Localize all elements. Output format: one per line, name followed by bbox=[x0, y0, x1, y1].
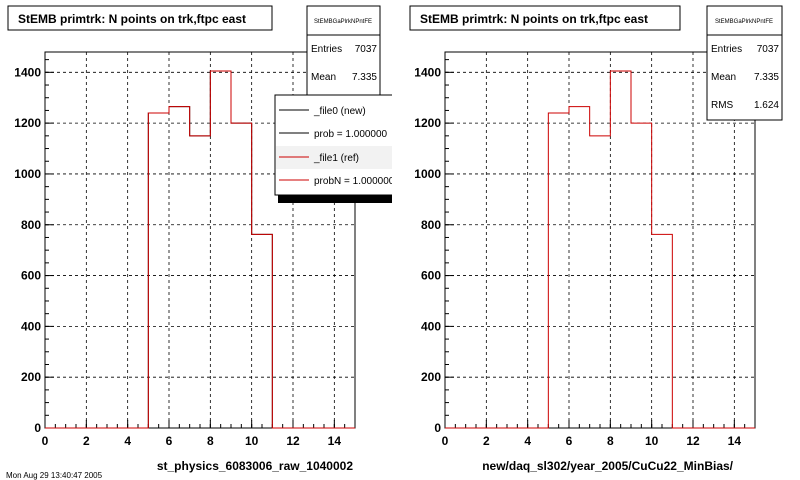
right-series-0-bin-5 bbox=[548, 113, 569, 428]
right-xtick-label: 10 bbox=[645, 434, 659, 448]
right-title: StEMB primtrk: N points on trk,ftpc east bbox=[420, 12, 648, 26]
left-series-1-bin-5 bbox=[148, 113, 169, 428]
right-histogram-marks bbox=[445, 70, 755, 429]
legend-label-prob: prob = 1.000000 bbox=[314, 129, 388, 140]
left-histogram-pad: 0 2 4 6 8 10 12 14 0 200 400 600 800 1000 1200 1400 StE… bbox=[7, 5, 395, 473]
right-ytick-label: 1200 bbox=[414, 116, 441, 130]
right-histogram-pad: 0 2 4 6 8 10 12 14 0 200 400 600 800 1000 1200 1400 StE… bbox=[409, 5, 783, 473]
left-ytick-label: 1200 bbox=[14, 116, 41, 130]
left-legend: _file0 (new) prob = 1.000000 _file1 (ref… bbox=[274, 94, 395, 203]
right-ytick-label: 0 bbox=[434, 421, 441, 435]
left-series-1-bin-8 bbox=[210, 71, 231, 428]
right-series-0-bin-7 bbox=[590, 136, 611, 428]
right-ytick-label: 800 bbox=[421, 218, 441, 232]
right-ytick-label: 1000 bbox=[414, 167, 441, 181]
right-ytick-label: 1400 bbox=[414, 65, 441, 79]
left-series-0-bin-9 bbox=[231, 123, 252, 428]
right-series-0-outline bbox=[445, 70, 755, 429]
left-series-1-outline bbox=[45, 70, 355, 429]
left-stats-entries-label: Entries bbox=[311, 44, 342, 55]
right-stats-rms-label: RMS bbox=[711, 100, 734, 111]
left-xtick-label: 12 bbox=[286, 434, 300, 448]
right-xtick-label: 12 bbox=[686, 434, 700, 448]
left-xlabel: st_physics_6083006_raw_1040002 bbox=[157, 459, 353, 473]
left-xtick-label: 2 bbox=[83, 434, 90, 448]
left-xtick-label: 4 bbox=[124, 434, 131, 448]
right-stats-mean: 7.335 bbox=[754, 72, 779, 83]
right-ytick-label: 600 bbox=[421, 269, 441, 283]
left-ytick-label: 400 bbox=[21, 319, 41, 333]
right-stats-entries: 7037 bbox=[757, 44, 780, 55]
left-series-0-bin-6 bbox=[169, 107, 190, 428]
left-xtick-label: 14 bbox=[328, 434, 342, 448]
right-stats-rms: 1.624 bbox=[754, 100, 779, 111]
right-ytick-label: 400 bbox=[421, 319, 441, 333]
left-series-1-bin-6 bbox=[169, 107, 190, 428]
right-xtick-label: 14 bbox=[728, 434, 742, 448]
left-series-1-bin-10 bbox=[252, 234, 273, 428]
right-xtick-label: 8 bbox=[607, 434, 614, 448]
right-series-0-bin-8 bbox=[610, 71, 631, 428]
left-ytick-label: 200 bbox=[21, 370, 41, 384]
right-xlabel: new/daq_sl302/year_2005/CuCu22_MinBias/ bbox=[482, 459, 733, 473]
left-series-1-bin-7 bbox=[190, 136, 211, 428]
legend-label-probn: probN = 1.000000 bbox=[314, 176, 395, 187]
left-series-0-bin-7 bbox=[190, 136, 211, 428]
right-series-0-bin-6 bbox=[569, 107, 590, 428]
left-series-0-bin-8 bbox=[210, 71, 231, 428]
left-stats-mean: 7.335 bbox=[352, 72, 377, 83]
left-series-0-bin-10 bbox=[252, 234, 273, 428]
left-axis-ticks: 0 2 4 6 8 10 12 14 0 200 400 600 800 1000 1200 1400 bbox=[14, 59, 356, 448]
left-xtick-label: 6 bbox=[166, 434, 173, 448]
right-stats-entries-label: Entries bbox=[711, 44, 742, 55]
right-series-0-bin-9 bbox=[631, 123, 652, 428]
left-ytick-label: 600 bbox=[21, 269, 41, 283]
right-xtick-label: 0 bbox=[442, 434, 449, 448]
footer-timestamp: Mon Aug 29 13:40:47 2005 bbox=[6, 471, 103, 480]
right-stats-name: StEMBGaPlrkNPntFE bbox=[715, 19, 773, 25]
left-title-box bbox=[7, 5, 273, 31]
right-stats-box: StEMBGaPlrkNPntFE Entries 7037 Mean 7.33… bbox=[706, 5, 783, 121]
left-ytick-label: 800 bbox=[21, 218, 41, 232]
legend-label-file0: _file0 (new) bbox=[313, 106, 366, 117]
left-stats-name: StEMBGaPlrkNPntFE bbox=[314, 19, 372, 25]
right-series-0-bin-10 bbox=[652, 234, 673, 428]
left-ytick-label: 1000 bbox=[14, 167, 41, 181]
left-stats-mean-label: Mean bbox=[311, 72, 336, 83]
right-xtick-label: 2 bbox=[483, 434, 490, 448]
right-ytick-label: 200 bbox=[421, 370, 441, 384]
left-stats-entries: 7037 bbox=[355, 44, 378, 55]
left-series-0-bin-5 bbox=[148, 113, 169, 428]
right-xtick-label: 6 bbox=[566, 434, 573, 448]
left-ytick-label: 0 bbox=[34, 421, 41, 435]
left-histogram-marks bbox=[45, 70, 355, 429]
left-xtick-label: 8 bbox=[207, 434, 214, 448]
right-title-box bbox=[409, 5, 681, 31]
right-stats-mean-label: Mean bbox=[711, 72, 736, 83]
right-axis-ticks: 0 2 4 6 8 10 12 14 0 200 400 600 800 1000 1200 1400 bbox=[414, 59, 756, 448]
right-xtick-label: 4 bbox=[524, 434, 531, 448]
left-xtick-label: 10 bbox=[245, 434, 259, 448]
left-title: StEMB primtrk: N points on trk,ftpc east bbox=[18, 12, 246, 26]
left-xtick-label: 0 bbox=[42, 434, 49, 448]
left-ytick-label: 1400 bbox=[14, 65, 41, 79]
left-series-1-bin-9 bbox=[231, 123, 252, 428]
legend-label-file1: _file1 (ref) bbox=[313, 153, 359, 164]
